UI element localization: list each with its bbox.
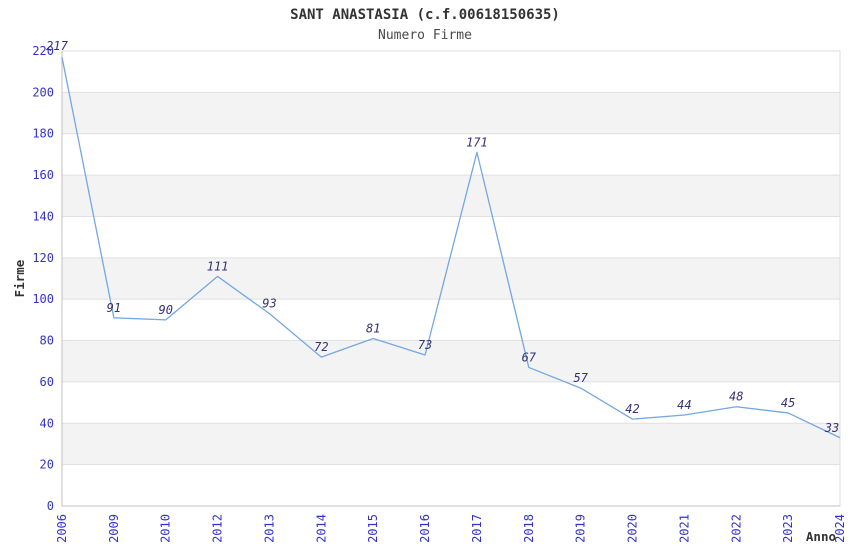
x-tick-label: 2022 — [729, 514, 743, 543]
data-label: 73 — [418, 338, 432, 352]
data-label: 72 — [314, 340, 328, 354]
y-axis-title: Firme — [12, 259, 27, 297]
grid-band — [62, 92, 840, 134]
x-tick-label: 2015 — [366, 514, 380, 543]
x-tick-label: 2009 — [107, 514, 121, 543]
grid-band — [62, 340, 840, 382]
x-tick-label: 2014 — [314, 514, 328, 543]
y-tick-label: 140 — [32, 209, 54, 223]
data-label: 81 — [366, 321, 380, 335]
data-label: 93 — [262, 297, 276, 311]
x-tick-label: 2023 — [781, 514, 795, 543]
y-tick-label: 160 — [32, 168, 54, 182]
data-label: 111 — [207, 259, 229, 273]
grid-band — [62, 257, 840, 300]
x-tick-label: 2018 — [522, 514, 536, 543]
y-tick-label: 180 — [32, 127, 54, 141]
y-tick-label: 100 — [32, 292, 54, 306]
y-tick-label: 60 — [40, 375, 54, 389]
x-tick-label: 2012 — [211, 514, 225, 543]
data-label: 171 — [466, 135, 488, 149]
data-label: 217 — [46, 39, 68, 53]
x-tick-label: 2013 — [262, 514, 276, 543]
data-label: 90 — [159, 303, 173, 317]
data-label: 44 — [677, 398, 691, 412]
x-axis-title: Anno — [806, 529, 836, 544]
data-label: 57 — [573, 371, 588, 385]
grid-band — [62, 423, 840, 465]
x-tick-label: 2020 — [626, 514, 640, 543]
grid-band — [62, 175, 840, 217]
x-tick-label: 2016 — [418, 514, 432, 543]
y-tick-label: 200 — [32, 85, 54, 99]
chart-title: SANT ANASTASIA (c.f.00618150635) — [290, 7, 560, 23]
chart-subtitle: Numero Firme — [378, 28, 472, 43]
y-tick-label: 40 — [40, 416, 54, 430]
chart-line — [61, 57, 841, 439]
data-label: 45 — [781, 396, 795, 410]
x-tick-label: 2021 — [677, 514, 691, 543]
x-tick-label: 2006 — [55, 514, 69, 543]
x-tick-label: 2019 — [574, 514, 588, 543]
data-label: 42 — [625, 402, 639, 416]
data-label: 67 — [522, 350, 537, 364]
x-tick-label: 2010 — [159, 514, 173, 543]
y-tick-label: 220 — [32, 44, 54, 58]
x-tick-label: 2017 — [470, 514, 484, 543]
data-label: 91 — [107, 301, 121, 315]
data-label: 33 — [824, 421, 839, 435]
data-label: 48 — [729, 390, 743, 404]
x-tick-label: 2024 — [833, 514, 847, 543]
y-tick-label: 80 — [40, 334, 54, 348]
y-tick-label: 0 — [47, 499, 54, 513]
y-tick-label: 120 — [32, 251, 54, 265]
y-tick-label: 20 — [40, 458, 54, 472]
